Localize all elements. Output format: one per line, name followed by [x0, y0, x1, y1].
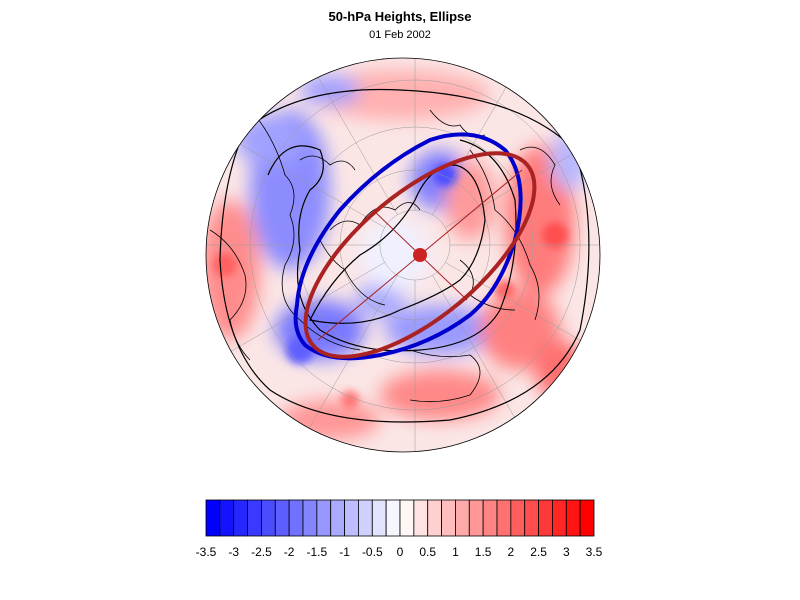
colorbar-bin	[247, 499, 262, 537]
colorbar-bin	[205, 499, 221, 537]
colorbar-bin	[524, 499, 539, 537]
colorbar-bin	[219, 499, 235, 537]
colorbar-bin	[288, 499, 304, 537]
colorbar-tick-label: -1	[339, 545, 350, 559]
colorbar-tick-label: 3.5	[586, 545, 603, 559]
colorbar-bin	[371, 499, 387, 537]
colorbar-bin	[538, 499, 553, 537]
globe-outline	[205, 57, 601, 453]
colorbar-bin	[385, 499, 401, 537]
colorbar-tick-label: -2	[284, 545, 295, 559]
colorbar-bin	[441, 499, 456, 537]
colorbar-bin	[330, 499, 345, 537]
colorbar-tick-label: -0.5	[362, 545, 383, 559]
meridian-line	[445, 262, 600, 376]
colorbar-bin	[233, 499, 248, 537]
colorbar-bin	[496, 499, 512, 537]
colorbar-bin	[261, 499, 276, 537]
colorbar-bin	[358, 499, 373, 537]
meridian-line	[284, 58, 398, 215]
colorbar-tick-label: 3	[563, 545, 570, 559]
colorbar-tick-label: -3.5	[196, 545, 217, 559]
map-title: 50-hPa Heights, Ellipse	[328, 9, 472, 24]
colorbar-tick-label: -3	[228, 545, 239, 559]
map-date: 01 Feb 2002	[369, 29, 431, 41]
colorbar-bin	[427, 499, 442, 537]
colorbar-bin	[274, 499, 290, 537]
colorbar-tick-label: 1.5	[475, 545, 492, 559]
meridian-line	[445, 114, 600, 228]
colorbar-tick-label: 1	[452, 545, 459, 559]
colorbar-bin	[413, 499, 429, 537]
colorbar-tick-label: 2	[508, 545, 515, 559]
colorbar-bin	[565, 499, 581, 537]
colorbar-tick-label: 0	[397, 545, 404, 559]
colorbar-tick-label: 2.5	[530, 545, 547, 559]
colorbar-bin	[468, 499, 484, 537]
colorbar-bin	[510, 499, 526, 537]
colorbar-bin	[302, 499, 318, 537]
colorbar-bin	[344, 499, 359, 537]
colorbar-bin	[455, 499, 470, 537]
colorbar-bin	[552, 499, 567, 537]
ellipse-center	[413, 248, 427, 262]
colorbar-bin	[399, 499, 415, 537]
colorbar-tick-label: -2.5	[251, 545, 272, 559]
colorbar-tick-label: -1.5	[307, 545, 328, 559]
fitted-ellipse	[303, 151, 537, 359]
anomaly-detail	[213, 163, 568, 409]
colorbar-tick-label: 0.5	[419, 545, 436, 559]
colorbar-bin	[579, 499, 595, 537]
colorbar-bin	[482, 499, 498, 537]
meridian-line	[432, 58, 546, 215]
colorbar-bin	[316, 499, 332, 537]
ellipse-diagnostics	[293, 132, 537, 361]
